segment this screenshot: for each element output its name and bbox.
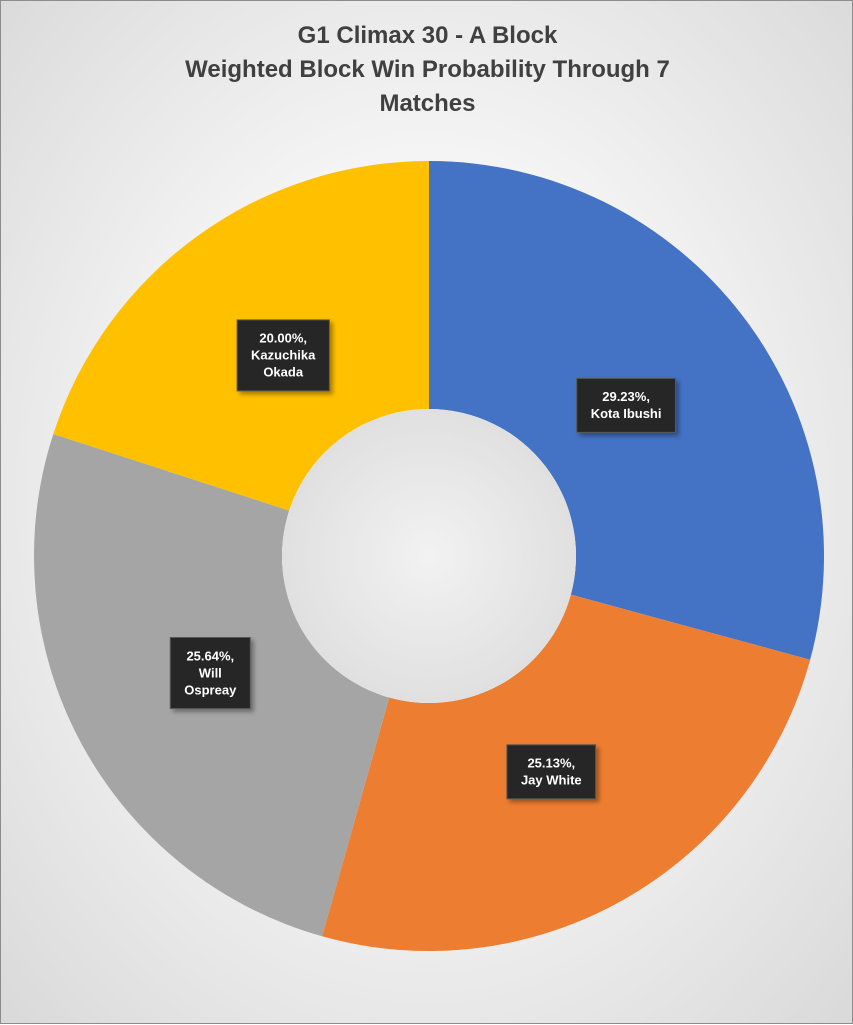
data-label-text: Okada — [263, 365, 304, 380]
data-label-box — [236, 319, 330, 392]
data-label-text: Kazuchika — [251, 348, 316, 363]
data-label-text: 25.64%, — [186, 648, 234, 663]
data-label-will-ospreay: 25.64%, Will Ospreay — [169, 637, 251, 709]
data-label-box — [576, 377, 677, 433]
chart-title-line-1: G1 Climax 30 - A Block — [297, 22, 558, 49]
chart-title: G1 Climax 30 - A Block Weighted Block Wi… — [1, 19, 853, 121]
data-label-jay-white: 25.13%, Jay White — [506, 744, 597, 800]
doughnut-hole — [282, 409, 576, 703]
data-label-text: Kota Ibushi — [591, 406, 662, 421]
data-label-text: Jay White — [521, 773, 582, 788]
chart-title-line-3: Matches — [379, 90, 476, 117]
data-label-box — [169, 637, 251, 709]
data-labels-layer: 29.23%, Kota Ibushi 25.13%, Jay White 25.64%… — [169, 319, 677, 800]
data-label-kota-ibushi: 29.23%, Kota Ibushi — [576, 377, 677, 433]
data-label-text: Will — [199, 665, 222, 680]
data-label-text: Ospreay — [184, 682, 237, 697]
chart-title-line-2: Weighted Block Win Probability Through 7 — [185, 56, 670, 83]
data-label-box — [506, 744, 597, 800]
data-label-text: 25.13%, — [527, 756, 575, 771]
data-label-text: 20.00%, — [259, 331, 307, 346]
data-label-text: 29.23%, — [602, 389, 650, 404]
data-label-kazuchika-okada: 20.00%, Kazuchika Okada — [236, 319, 330, 392]
